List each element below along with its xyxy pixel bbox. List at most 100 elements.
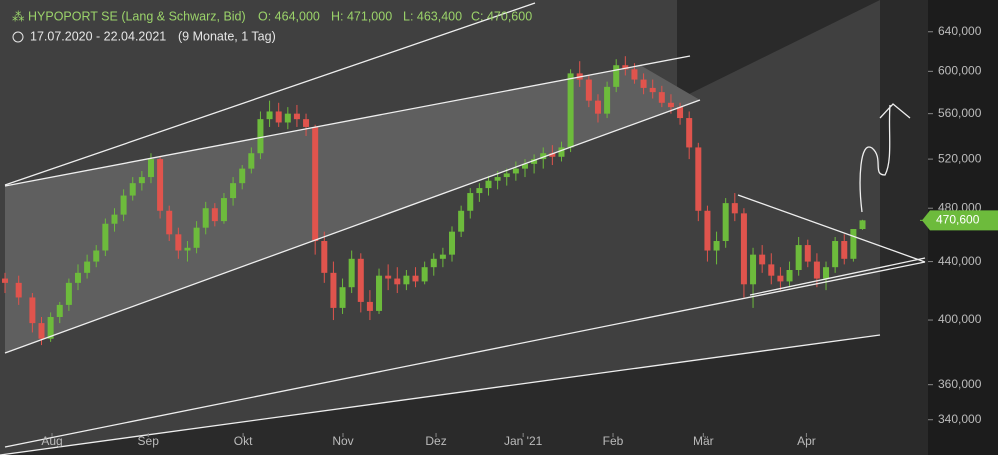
trendline (4, 55, 691, 187)
candle-body (257, 119, 264, 154)
y-tick-label: 340,000 (938, 412, 982, 426)
trendline (4, 261, 926, 448)
candle-body (476, 188, 483, 194)
candle-body (494, 177, 501, 181)
candle-body (750, 254, 757, 285)
candle-body (531, 159, 538, 164)
candle-body (823, 267, 830, 279)
candle-body (430, 258, 437, 268)
trendline (0, 334, 881, 455)
candle-body (622, 65, 629, 70)
candle-body (157, 159, 164, 211)
candle-body (740, 213, 747, 285)
candle-body (841, 241, 848, 259)
candle-body (38, 323, 45, 339)
candle-body (594, 100, 601, 114)
candle-body (403, 275, 410, 285)
candle-body (111, 214, 118, 224)
candle-body (540, 153, 547, 160)
candle-body (713, 241, 720, 251)
candle-body (859, 220, 866, 230)
candle-body (102, 223, 109, 251)
candle-body (348, 258, 355, 288)
candle-body (412, 275, 419, 282)
candle-body (777, 275, 784, 282)
drawn-arrow (859, 103, 911, 213)
y-tick-label: 400,000 (938, 312, 982, 326)
channel-fill (5, 65, 700, 353)
ohlc-label: L: 463,400 (403, 9, 462, 23)
candle-body (147, 159, 154, 178)
candle-body (449, 231, 456, 255)
candle-body (832, 241, 839, 268)
x-tick-label: Jan '21 (504, 434, 543, 448)
candle-body (275, 111, 282, 123)
candle-body (485, 180, 492, 189)
candle-body (138, 177, 145, 184)
candle-body (284, 113, 291, 123)
y-tick-label: 560,000 (938, 106, 982, 120)
trendlines (0, 2, 926, 455)
candle-body (330, 272, 337, 308)
candle-body (613, 65, 620, 87)
candle-body (357, 258, 364, 302)
candle-body (239, 168, 246, 184)
candle-body (804, 245, 811, 262)
candle-body (585, 79, 592, 101)
candle-body (667, 102, 674, 108)
candle-body (303, 119, 310, 127)
candle-body (293, 113, 300, 120)
y-tick-label: 520,000 (938, 151, 982, 165)
candle-body (248, 153, 255, 169)
x-tick-label: Apr (797, 434, 816, 448)
candle-body (421, 267, 428, 282)
candle-body (29, 297, 36, 324)
x-tick-label: Mär (693, 434, 714, 448)
candle-body (813, 261, 820, 279)
candle-body (321, 241, 328, 273)
candle-body (376, 275, 383, 311)
candle-body (47, 316, 54, 339)
candle-body (193, 227, 200, 248)
date-range: 17.07.2020 - 22.04.2021 (30, 29, 166, 43)
candle-body (604, 86, 611, 114)
y-tick-label: 600,000 (938, 64, 982, 78)
candle-body (394, 278, 401, 285)
candle-body (649, 87, 656, 93)
candle-body (266, 111, 273, 120)
candle-body (202, 208, 209, 228)
candle-body (15, 282, 22, 298)
candle-body (184, 247, 191, 251)
plot-area (2, 56, 866, 346)
trendline (4, 2, 536, 186)
title: HYPOPORT SE (Lang & Schwarz, Bid) (28, 9, 246, 23)
icon: ⁂ (12, 9, 25, 23)
candle-body (686, 118, 693, 148)
candle-body (220, 198, 227, 222)
last-price-tag (922, 210, 998, 231)
candle-body (640, 79, 647, 88)
candle-body (339, 287, 346, 308)
candle-body (74, 272, 81, 283)
candle-body (366, 301, 373, 311)
x-tick-label: Okt (234, 434, 253, 448)
candle-body (521, 163, 528, 169)
candle-body (512, 168, 519, 174)
candle-body (458, 210, 465, 232)
x-tick-label: Aug (41, 434, 62, 448)
candle-body (84, 261, 91, 273)
candle-body (731, 203, 738, 214)
candle-body (704, 210, 711, 251)
ohlc-label: H: 471,000 (331, 9, 392, 23)
candle-body (722, 203, 729, 242)
candle-body (385, 275, 392, 279)
header: ⁂ HYPOPORT SE (Lang & Schwarz, Bid) O: 4… (12, 9, 532, 43)
trendline (737, 194, 926, 263)
candle-body (93, 250, 100, 262)
last-price-label: 470,600 (936, 213, 980, 227)
candle-body (56, 304, 63, 317)
ohlc-label: C: 470,600 (471, 9, 532, 23)
candle-body (129, 183, 136, 196)
y-tick-label: 640,000 (938, 24, 982, 38)
x-tick-label: Nov (332, 434, 353, 448)
